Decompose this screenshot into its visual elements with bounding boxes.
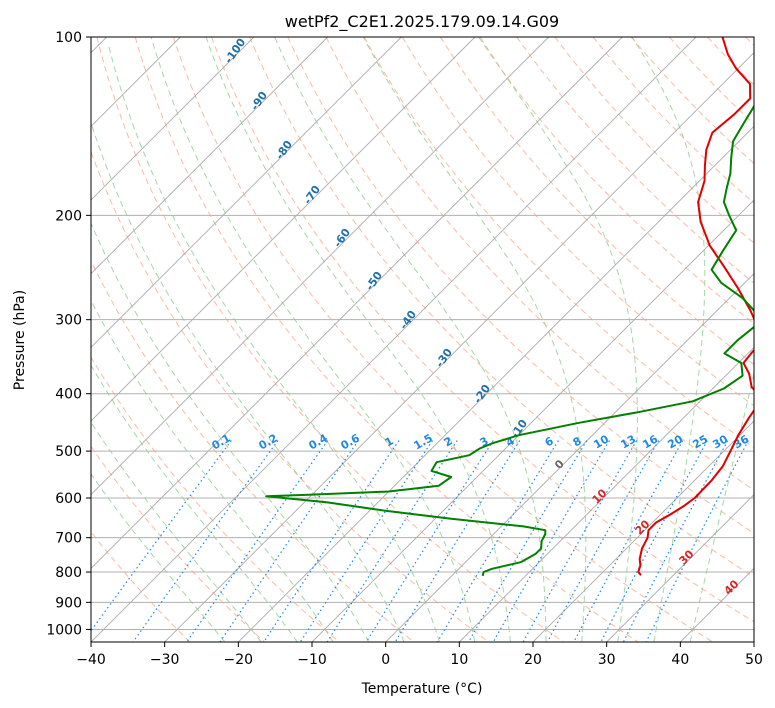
mixing-ratio-lines	[91, 440, 749, 642]
dry-adiabat-line	[211, 37, 754, 623]
plot-content: -100-90-80-70-60-50-40-30-20-100.1 0.2 0.4…	[91, 37, 754, 642]
isotherm-line	[311, 199, 754, 642]
dry-adiabat-line	[554, 37, 754, 244]
moist-adiabat-line	[91, 421, 262, 642]
dry-adiabat-line	[172, 37, 713, 642]
isotherm-line	[606, 494, 754, 642]
x-axis: −40 −30 −20 −10 0 10 20 30 40 50	[76, 642, 763, 668]
isotherm-line	[91, 37, 328, 275]
mixing-ratio-line	[219, 440, 359, 642]
moist-adiabat-line	[274, 37, 547, 642]
x-tick-label: 40	[671, 652, 689, 668]
isotherm-line	[91, 37, 697, 642]
y-tick-label: 400	[55, 387, 82, 403]
isotherm-line	[91, 37, 623, 569]
x-tick-label: 20	[524, 652, 542, 668]
dry-adiabat-line	[134, 37, 639, 642]
moist-adiabat-line	[150, 37, 476, 642]
moist-adiabat-line	[91, 364, 298, 642]
isotherm-line	[385, 273, 754, 642]
moist-adiabat-line	[362, 37, 587, 642]
dry-adiabat-line	[96, 37, 564, 642]
y-tick-label: 300	[55, 313, 82, 329]
dry-adiabat-line	[439, 37, 754, 366]
moist-adiabat-line	[91, 121, 405, 642]
x-axis-title: Temperature (°C)	[361, 681, 483, 697]
y-axis-title: Pressure (hPa)	[12, 290, 28, 390]
isotherm-line	[91, 37, 255, 201]
mixing-ratio-line	[645, 440, 749, 642]
mixing-ratio-line	[492, 440, 610, 642]
y-tick-label: 100	[55, 30, 82, 46]
moist-adiabat-line	[107, 44, 440, 642]
x-tick-label: 50	[745, 652, 763, 668]
isotherm-line	[91, 37, 549, 496]
dry-adiabat-line	[325, 37, 754, 491]
dry-adiabats	[91, 37, 754, 642]
y-tick-label: 600	[55, 491, 82, 507]
dry-adiabat-line	[91, 445, 265, 642]
y-tick-label: 700	[55, 531, 82, 547]
temperature-profile-line	[637, 37, 754, 576]
isotherm-line	[238, 125, 754, 642]
x-tick-label: −30	[150, 652, 180, 668]
dewpoint-profile-line	[265, 104, 754, 577]
y-tick-label: 1000	[46, 622, 82, 638]
chart-title: wetPf2_C2E1.2025.179.09.14.G09	[285, 12, 559, 32]
mixing-ratio-line	[132, 440, 279, 642]
mixing-ratio-line	[365, 440, 494, 642]
pressure-gridlines	[91, 37, 754, 630]
dry-adiabat-line	[249, 37, 754, 578]
dry-adiabat-line	[91, 356, 340, 642]
plot-frame	[90, 36, 755, 643]
isotherms	[91, 37, 754, 642]
mixing-ratio-line	[186, 440, 329, 642]
dry-adiabat-line	[91, 150, 489, 642]
y-tick-label: 200	[55, 208, 82, 224]
moist-adiabat-line	[479, 37, 638, 642]
mixing-ratio-line	[263, 440, 400, 642]
y-axis: 100 200 300 400 500 600 700 800 900 1000	[46, 30, 91, 638]
mixing-ratio-line	[436, 440, 559, 642]
sounding-series	[265, 37, 754, 577]
moist-adiabat-line	[205, 37, 511, 642]
y-tick-label: 800	[55, 565, 82, 581]
isotherm-line	[91, 37, 476, 422]
x-tick-label: −40	[76, 652, 106, 668]
mixing-ratio-line	[622, 440, 729, 642]
plot-area	[91, 37, 754, 642]
x-tick-label: 30	[598, 652, 616, 668]
mixing-ratio-line	[467, 440, 588, 642]
dry-adiabat-line	[287, 37, 754, 534]
moist-adiabat-line	[689, 371, 754, 642]
dry-adiabat-line	[91, 259, 415, 642]
y-tick-label: 900	[55, 595, 82, 611]
mixing-ratio-line	[600, 440, 708, 642]
isotherm-line	[91, 37, 402, 348]
isotherm-line	[459, 346, 754, 642]
isotherm-line	[164, 52, 754, 642]
dry-adiabat-line	[401, 37, 754, 407]
x-tick-label: −10	[297, 652, 327, 668]
dry-adiabat-line	[592, 37, 754, 204]
isotherm-line	[532, 420, 754, 642]
x-tick-label: 10	[450, 652, 468, 668]
mixing-ratio-line	[91, 440, 232, 632]
y-tick-label: 500	[55, 444, 82, 460]
x-tick-label: 0	[381, 652, 390, 668]
x-tick-label: −20	[224, 652, 254, 668]
